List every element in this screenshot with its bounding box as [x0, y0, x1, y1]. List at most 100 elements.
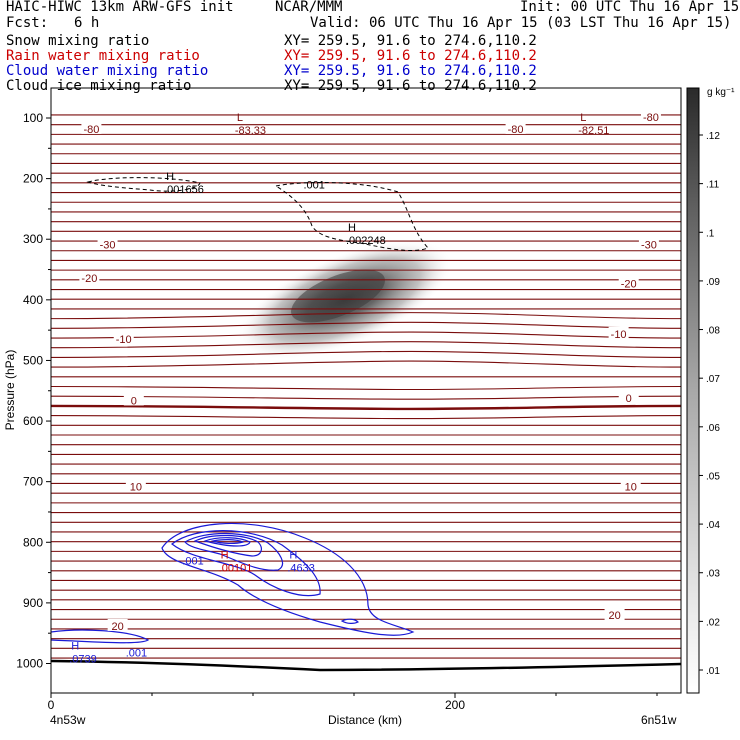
- y-tick-label: 200: [23, 172, 43, 186]
- temperature-label-bg: [81, 121, 102, 134]
- isotherm-line: [51, 404, 681, 411]
- isotherm-line: [51, 350, 681, 358]
- temperature-label: 0: [626, 393, 632, 405]
- header-init: Init: 00 UTC Thu 16 Apr 15: [520, 0, 740, 15]
- colorbar-tick-label: .06: [706, 423, 720, 434]
- extremum-letter: H: [348, 222, 356, 234]
- x-tick-label: 0: [48, 698, 55, 712]
- cloud-water-contour-4: [193, 534, 262, 557]
- temperature-label-bg: [113, 332, 134, 345]
- x-axis-ticks: 0 200: [48, 693, 658, 712]
- plot-frame: [50, 87, 682, 694]
- temperature-label: -80: [83, 124, 99, 136]
- x-axis-label: Distance (km): [328, 713, 402, 727]
- cloud-water-contour-2: [171, 530, 321, 597]
- extremum-value: -83.33: [235, 125, 266, 137]
- colorbar: .12 .11 .1 .09 .08 .07 .06 .05 .04 .03 .02 .01 g kg…: [686, 87, 735, 694]
- isotherm-line: [51, 360, 681, 368]
- x-tick-label: 200: [445, 698, 465, 712]
- extremum-value: .0739: [69, 653, 97, 665]
- colorbar-tick-label: .09: [706, 277, 720, 288]
- extrema-labels: L-83.33L-82.51H.001656H.002248H.00101H.4…: [69, 112, 609, 666]
- cloud-water-contour-left: [51, 629, 150, 644]
- temperature-label-bg: [79, 271, 100, 284]
- header-valid: Valid: 06 UTC Thu 16 Apr 15 (03 LST Thu …: [310, 15, 732, 31]
- extremum-letter: H: [221, 549, 229, 561]
- colorbar-tick-label: .07: [706, 374, 720, 385]
- temperature-label: 0: [131, 395, 137, 407]
- temperature-label-bg: [97, 237, 118, 250]
- colorbar-tick-label: .11: [706, 180, 720, 191]
- colorbar-tick-label: .12: [706, 131, 720, 142]
- extremum-value: .00101: [219, 562, 253, 574]
- isotherm-line: [51, 312, 681, 320]
- x-right-endpoint: 6n51w: [641, 713, 677, 727]
- snow-contour-left: [86, 177, 201, 192]
- colorbar-tick-label: .01: [706, 666, 720, 677]
- contour-value-label: .001: [126, 648, 147, 660]
- field-xy-cloud-water: XY= 259.5, 91.6 to 274.6,110.2: [284, 63, 537, 79]
- temperature-label: -20: [81, 273, 97, 285]
- y-tick-label: 400: [23, 293, 43, 307]
- cloud-water-contour-3: [184, 532, 283, 571]
- temperature-label: -20: [621, 278, 637, 290]
- y-axis-label: Pressure (hPa): [3, 350, 17, 431]
- colorbar-tick-label: .08: [706, 326, 720, 337]
- contour-value-label: .001: [304, 180, 325, 192]
- colorbar-unit: g kg⁻¹: [707, 87, 735, 98]
- field-name-snow: Snow mixing ratio: [6, 33, 150, 49]
- field-name-cloud-ice: Cloud ice mixing ratio: [6, 78, 192, 94]
- y-tick-label: 300: [23, 232, 43, 246]
- temperature-label: -30: [100, 240, 116, 252]
- colorbar-tick-label: .05: [706, 471, 720, 482]
- isotherm-line: [51, 341, 681, 349]
- temperature-label-bg: [618, 276, 639, 289]
- cloud-water-contour-small: [340, 618, 360, 624]
- cloud-water-contour-6: [210, 539, 245, 544]
- field-xy-cloud-ice: XY= 259.5, 91.6 to 274.6,110.2: [284, 78, 537, 94]
- temperature-label-bg: [620, 479, 641, 492]
- temperature-label: -10: [611, 329, 627, 341]
- colorbar-ticks: .12 .11 .1 .09 .08 .07 .06 .05 .04 .03 .02 .01: [699, 131, 720, 677]
- temperature-label-bg: [125, 479, 146, 492]
- field-xy-snow: XY= 259.5, 91.6 to 274.6,110.2: [284, 33, 537, 49]
- y-tick-label: 100: [23, 111, 43, 125]
- field-name-rain: Rain water mixing ratio: [6, 48, 200, 64]
- temperature-contours: [51, 114, 681, 659]
- isotherm-line: [51, 331, 681, 339]
- extremum-letter: H: [289, 549, 297, 561]
- extremum-value: -82.51: [578, 125, 609, 137]
- isotherm-line: [51, 415, 681, 420]
- colorbar-tick-label: .04: [706, 520, 720, 531]
- temperature-label: -80: [643, 112, 659, 124]
- y-axis-ticks: 100 200 300 400 500 600 700 800 900 1000: [16, 111, 51, 671]
- temperature-label: 10: [130, 482, 142, 494]
- header-org: NCAR/MMM: [275, 0, 343, 15]
- extremum-letter: H: [71, 640, 79, 652]
- header-title: HAIC-HIWC 13km ARW-GFS init: [6, 0, 234, 15]
- cloud-water-contours: [51, 522, 415, 644]
- cloud-water-contour-5: [203, 537, 251, 547]
- temperature-labels: -80 -80 -80 -30 -30 -20 -20 -10 -10 0 0 10 10 20 20: [79, 109, 661, 633]
- snow-contours: [86, 177, 429, 251]
- extremum-letter: H: [166, 171, 174, 183]
- snow-contour-center: [274, 181, 429, 251]
- isotherm-line: [51, 321, 681, 329]
- temperature-label: -30: [641, 240, 657, 252]
- extremum-value: .4633: [287, 562, 315, 574]
- contour-value-label: .001: [182, 555, 203, 567]
- colorbar-tick-label: .03: [706, 569, 720, 580]
- field-name-cloud-water: Cloud water mixing ratio: [6, 63, 209, 79]
- temperature-label-bg: [505, 121, 526, 134]
- terrain-surface-line: [50, 659, 682, 672]
- temperature-label-bg: [638, 237, 659, 250]
- temperature-label-bg: [608, 326, 629, 339]
- colorbar-fill: [686, 87, 700, 694]
- extremum-letter: L: [580, 112, 586, 124]
- x-left-endpoint: 4n53w: [50, 713, 86, 727]
- colorbar-tick-label: .1: [706, 228, 715, 239]
- cloud-water-contour-outer: [161, 522, 415, 636]
- y-tick-label: 900: [23, 596, 43, 610]
- contour-value-labels: .001 .001 .001: [126, 180, 325, 660]
